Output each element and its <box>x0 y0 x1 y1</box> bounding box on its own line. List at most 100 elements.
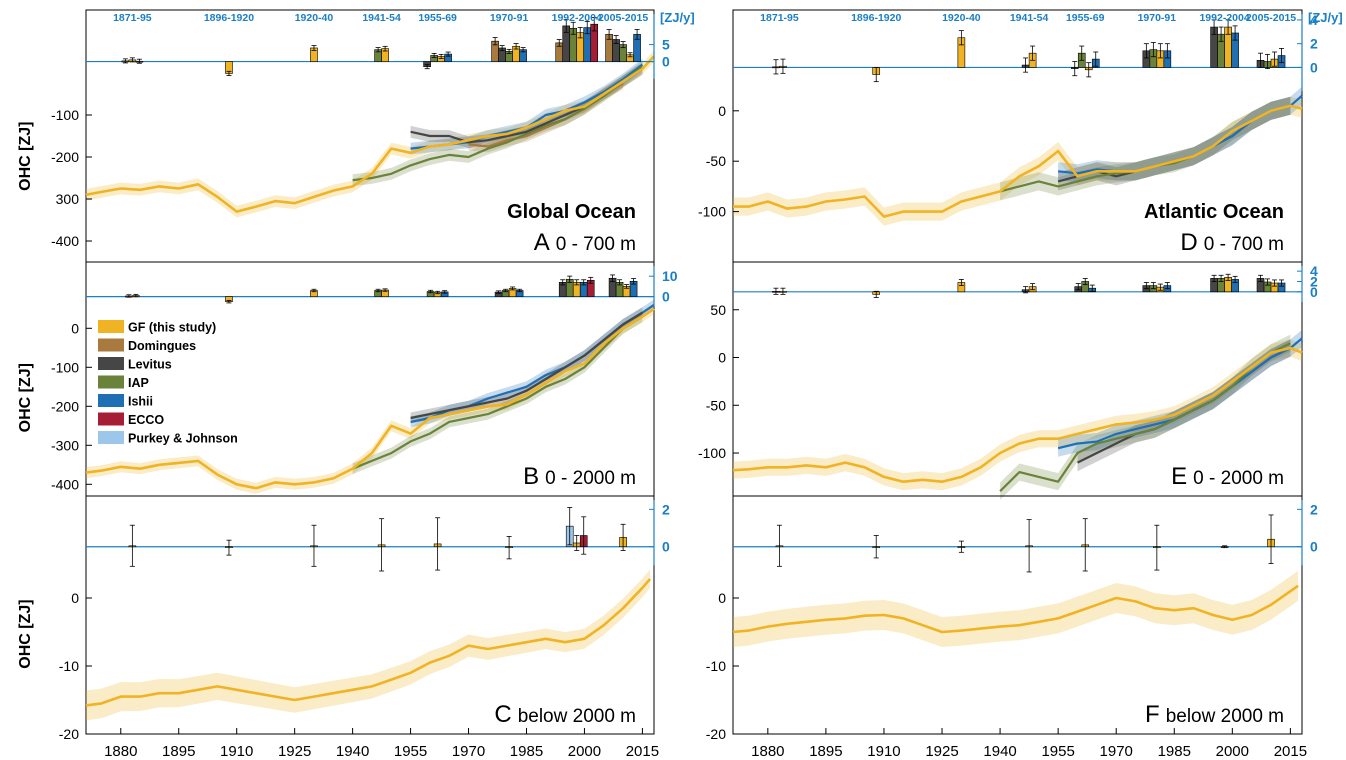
x-tick-label: 1910 <box>867 743 900 760</box>
x-tick-label: 1985 <box>1158 743 1191 760</box>
series-line-IAP <box>999 342 1291 492</box>
rate-tick-label: 2 <box>1310 273 1318 289</box>
rate-tick-label: 4 <box>1310 263 1318 279</box>
y-tick-label: -10 <box>59 658 79 674</box>
panel-D: 0 -50 -100 0 2 4 Atlantic Ocean D 0 - 700 m <box>698 9 1318 263</box>
x-tick-label: 1910 <box>220 743 253 760</box>
x-tick-label: 1925 <box>278 743 311 760</box>
panel-letter: A <box>534 229 550 256</box>
legend-label: Levitus <box>128 358 172 372</box>
rate-tick-label: 0 <box>662 289 670 305</box>
x-tick-label: 1895 <box>809 743 842 760</box>
x-tick-label: 1940 <box>983 743 1016 760</box>
period-label: 1955-69 <box>1066 12 1105 24</box>
y-tick-label: 0 <box>71 590 79 606</box>
y-tick-label: 0 <box>718 103 726 119</box>
y-tick-label: -200 <box>51 398 79 414</box>
y-axis-label: OHC [ZJ] <box>17 121 34 190</box>
panel-depth-label: D 0 - 700 m <box>1180 229 1284 256</box>
period-label: 1992-2004 <box>1199 12 1249 24</box>
x-tick-label: 1895 <box>162 743 195 760</box>
rate-tick-label: 4 <box>1310 12 1318 28</box>
panel-depth: 0 - 2000 m <box>545 468 636 489</box>
period-label: 2005-2015 <box>598 12 648 24</box>
period-label: 1871-95 <box>760 12 799 24</box>
x-tick-label: 2000 <box>1216 743 1249 760</box>
uncertainty-band-Ishii <box>410 299 654 428</box>
x-tick-label: 1880 <box>751 743 784 760</box>
period-label: 1941-54 <box>362 12 401 24</box>
panel-A: -100 -200 300 -400 05 Global Ocean A 0 - 700 m O… <box>17 9 670 263</box>
panel-depth-label: A 0 - 700 m <box>534 229 636 256</box>
series-line-IAP <box>352 315 643 470</box>
rate-tick-label: 0 <box>662 539 670 555</box>
period-label: 1941-54 <box>1010 12 1049 24</box>
y-tick-label: 0 <box>718 590 726 606</box>
y-tick-label: -400 <box>51 476 79 492</box>
panel-letter: E <box>1171 463 1187 490</box>
legend-label: Purkey & Johnson <box>128 432 238 446</box>
legend-label: ECCO <box>128 413 164 427</box>
uncertainty-band-Levitus <box>410 307 643 424</box>
period-label: 1896-1920 <box>204 12 254 24</box>
period-label: 2005-2015 <box>1246 12 1296 24</box>
legend-swatch-ECCO <box>98 412 124 426</box>
rate-tick-label: 2 <box>662 501 670 517</box>
x-tick-label: 2015 <box>1274 743 1307 760</box>
x-tick-label: 1955 <box>1041 743 1074 760</box>
uncertainty-band-GF <box>733 339 1302 491</box>
x-tick-label: 2000 <box>568 743 601 760</box>
rate-tick-label: 10 <box>662 268 678 284</box>
series-line-Ishii <box>410 303 655 423</box>
uncertainty-band-IAP <box>352 60 643 186</box>
panel-depth-label: B 0 - 2000 m <box>523 463 636 490</box>
uncertainty-band-IAP <box>352 311 643 475</box>
legend-label: Domingues <box>128 339 196 353</box>
panel-frame <box>732 495 1303 735</box>
series-line-GF <box>732 346 1303 483</box>
y-tick-label: -400 <box>51 233 79 249</box>
panel-letter: B <box>523 463 539 490</box>
panel-depth-label: E 0 - 2000 m <box>1171 463 1284 490</box>
y-tick-label: 300 <box>56 191 80 207</box>
rate-tick-label: 0 <box>1310 539 1318 555</box>
y-tick-label: -20 <box>59 726 79 742</box>
y-tick-label: -100 <box>51 359 79 375</box>
y-axis-label: OHC [ZJ] <box>17 599 34 668</box>
panel-depth: below 2000 m <box>518 706 636 727</box>
x-tick-label: 1985 <box>510 743 543 760</box>
x-tick-label: 1940 <box>336 743 369 760</box>
y-tick-label: -300 <box>51 437 79 453</box>
period-label: 1970-91 <box>1138 12 1177 24</box>
y-tick-label: -100 <box>698 204 726 220</box>
legend-swatch-PurkeyJohnson <box>98 431 124 444</box>
panel-C: 0 -10 -20 0 2 C below 2000 m OHC [ZJ] <box>17 495 670 742</box>
y-tick-label: -50 <box>706 397 726 413</box>
y-tick-label: 0 <box>718 350 726 366</box>
legend-swatch-Ishii <box>98 394 124 407</box>
x-tick-label: 1970 <box>452 743 485 760</box>
legend-label: IAP <box>128 376 149 390</box>
legend-label: GF (this study) <box>128 321 216 335</box>
panel-frame <box>85 495 655 735</box>
panel-depth: below 2000 m <box>1166 706 1284 727</box>
panel-title: Atlantic Ocean <box>1144 201 1284 223</box>
rate-tick-label: 0 <box>1310 284 1318 300</box>
uncertainty-band-GF <box>86 50 654 218</box>
period-label: 1920-40 <box>942 12 981 24</box>
uncertainty-band-IAP <box>1000 96 1291 201</box>
rate-unit-label: [ZJ/y] <box>660 10 695 25</box>
panel-depth: 0 - 2000 m <box>1193 468 1284 489</box>
x-tick-label: 1925 <box>925 743 958 760</box>
legend-swatch-IAP <box>98 375 124 389</box>
period-label: 1992-2004 <box>552 12 602 24</box>
x-tick-label: 1970 <box>1100 743 1133 760</box>
period-label: 1896-1920 <box>851 12 901 24</box>
rate-tick-label: 2 <box>1310 501 1318 517</box>
series-line-Levitus <box>410 311 643 420</box>
period-label: 1955-69 <box>418 12 457 24</box>
